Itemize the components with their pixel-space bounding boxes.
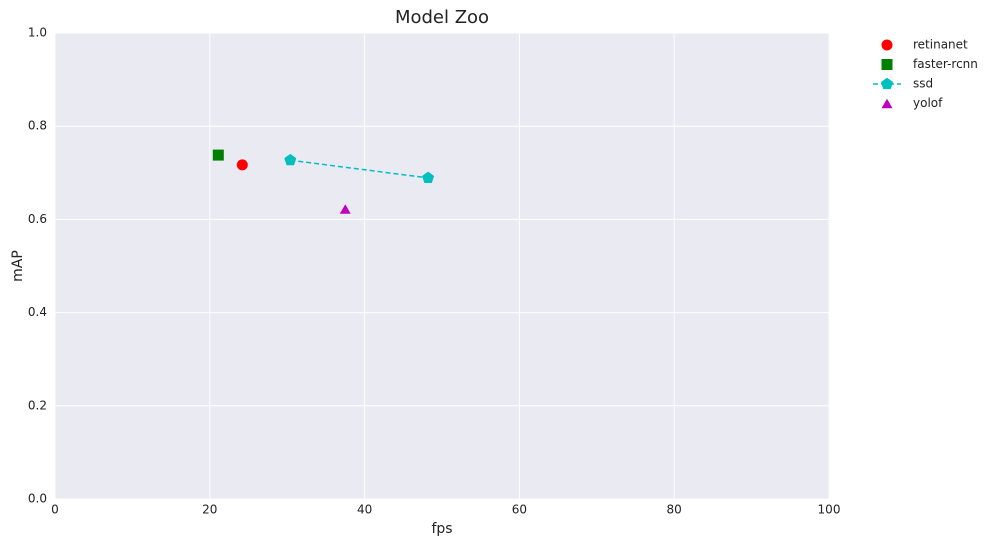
y-axis-label: mAP <box>10 250 26 282</box>
legend-label: yolof <box>913 96 943 110</box>
marker <box>212 149 224 161</box>
y-tick-label: 1.0 <box>28 26 47 40</box>
x-tick-label: 40 <box>357 503 372 517</box>
legend-marker <box>881 77 893 90</box>
marker <box>236 159 248 171</box>
marker <box>422 171 435 183</box>
legend-marker <box>881 39 893 51</box>
y-tick-label: 0.0 <box>28 492 47 506</box>
legend-marker <box>881 98 893 109</box>
y-tick-label: 0.4 <box>28 305 47 319</box>
y-tick-label: 0.2 <box>28 398 47 412</box>
x-tick-label: 100 <box>818 503 841 517</box>
legend-label: ssd <box>913 77 933 91</box>
marker <box>339 204 351 214</box>
chart-title: Model Zoo <box>395 7 489 28</box>
y-tick-label: 0.6 <box>28 212 47 226</box>
legend-marker <box>881 59 893 70</box>
x-tick-label: 60 <box>512 503 527 517</box>
x-tick-label: 80 <box>667 503 682 517</box>
x-axis-label: fps <box>431 521 452 537</box>
plot-area <box>55 33 829 499</box>
marker <box>284 153 297 166</box>
legend-label: retinanet <box>913 38 968 52</box>
legend-label: faster-rcnn <box>913 57 978 71</box>
x-tick-label: 0 <box>51 503 59 517</box>
x-tick-label: 20 <box>202 503 217 517</box>
series-line <box>290 159 429 179</box>
y-tick-label: 0.8 <box>28 119 47 133</box>
